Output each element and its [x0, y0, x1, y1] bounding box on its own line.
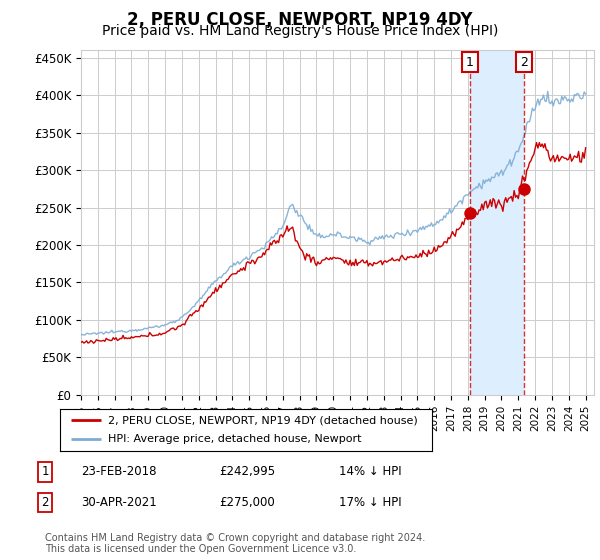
Text: 17% ↓ HPI: 17% ↓ HPI: [339, 496, 401, 509]
Text: 2, PERU CLOSE, NEWPORT, NP19 4DY (detached house): 2, PERU CLOSE, NEWPORT, NP19 4DY (detach…: [109, 415, 418, 425]
Text: 30-APR-2021: 30-APR-2021: [81, 496, 157, 509]
Text: 2: 2: [520, 55, 528, 68]
Text: £275,000: £275,000: [219, 496, 275, 509]
Text: 2: 2: [41, 496, 49, 509]
Text: Contains HM Land Registry data © Crown copyright and database right 2024.
This d: Contains HM Land Registry data © Crown c…: [45, 533, 425, 554]
Text: Price paid vs. HM Land Registry's House Price Index (HPI): Price paid vs. HM Land Registry's House …: [102, 24, 498, 38]
Text: 1: 1: [41, 465, 49, 478]
Text: HPI: Average price, detached house, Newport: HPI: Average price, detached house, Newp…: [109, 435, 362, 445]
Text: 14% ↓ HPI: 14% ↓ HPI: [339, 465, 401, 478]
Bar: [470, 50, 524, 395]
Text: 23-FEB-2018: 23-FEB-2018: [81, 465, 157, 478]
Text: 2, PERU CLOSE, NEWPORT, NP19 4DY: 2, PERU CLOSE, NEWPORT, NP19 4DY: [127, 11, 473, 29]
Text: £242,995: £242,995: [219, 465, 275, 478]
Text: 1: 1: [466, 55, 474, 68]
